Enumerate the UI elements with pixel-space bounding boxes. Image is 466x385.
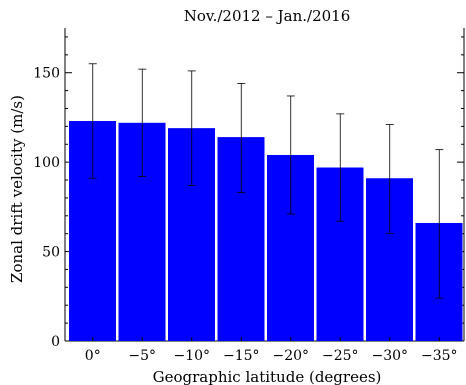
y-tick-label: 0 [51,334,60,350]
x-axis-label: Geographic latitude (degrees) [153,368,382,385]
x-tick-label: −10° [173,348,210,364]
y-axis-label: Zonal drift velocity (m/s) [8,95,26,283]
x-tick-label: −5° [128,348,156,364]
x-tick-label: −35° [421,348,458,364]
x-tick-label: −25° [322,348,359,364]
x-tick-label: −30° [371,348,408,364]
x-tick-label: 0° [85,348,101,364]
x-tick-label: −15° [223,348,260,364]
y-tick-label: 100 [33,155,60,171]
y-tick-label: 150 [33,66,60,82]
plot-area: 0 50 100 150 0° −5° −10° −15° −20° −25° −30° −35° [33,28,465,364]
chart-title: Nov./2012 – Jan./2016 [184,7,351,25]
x-tick-label: −20° [272,348,309,364]
y-tick-label: 50 [42,245,60,261]
